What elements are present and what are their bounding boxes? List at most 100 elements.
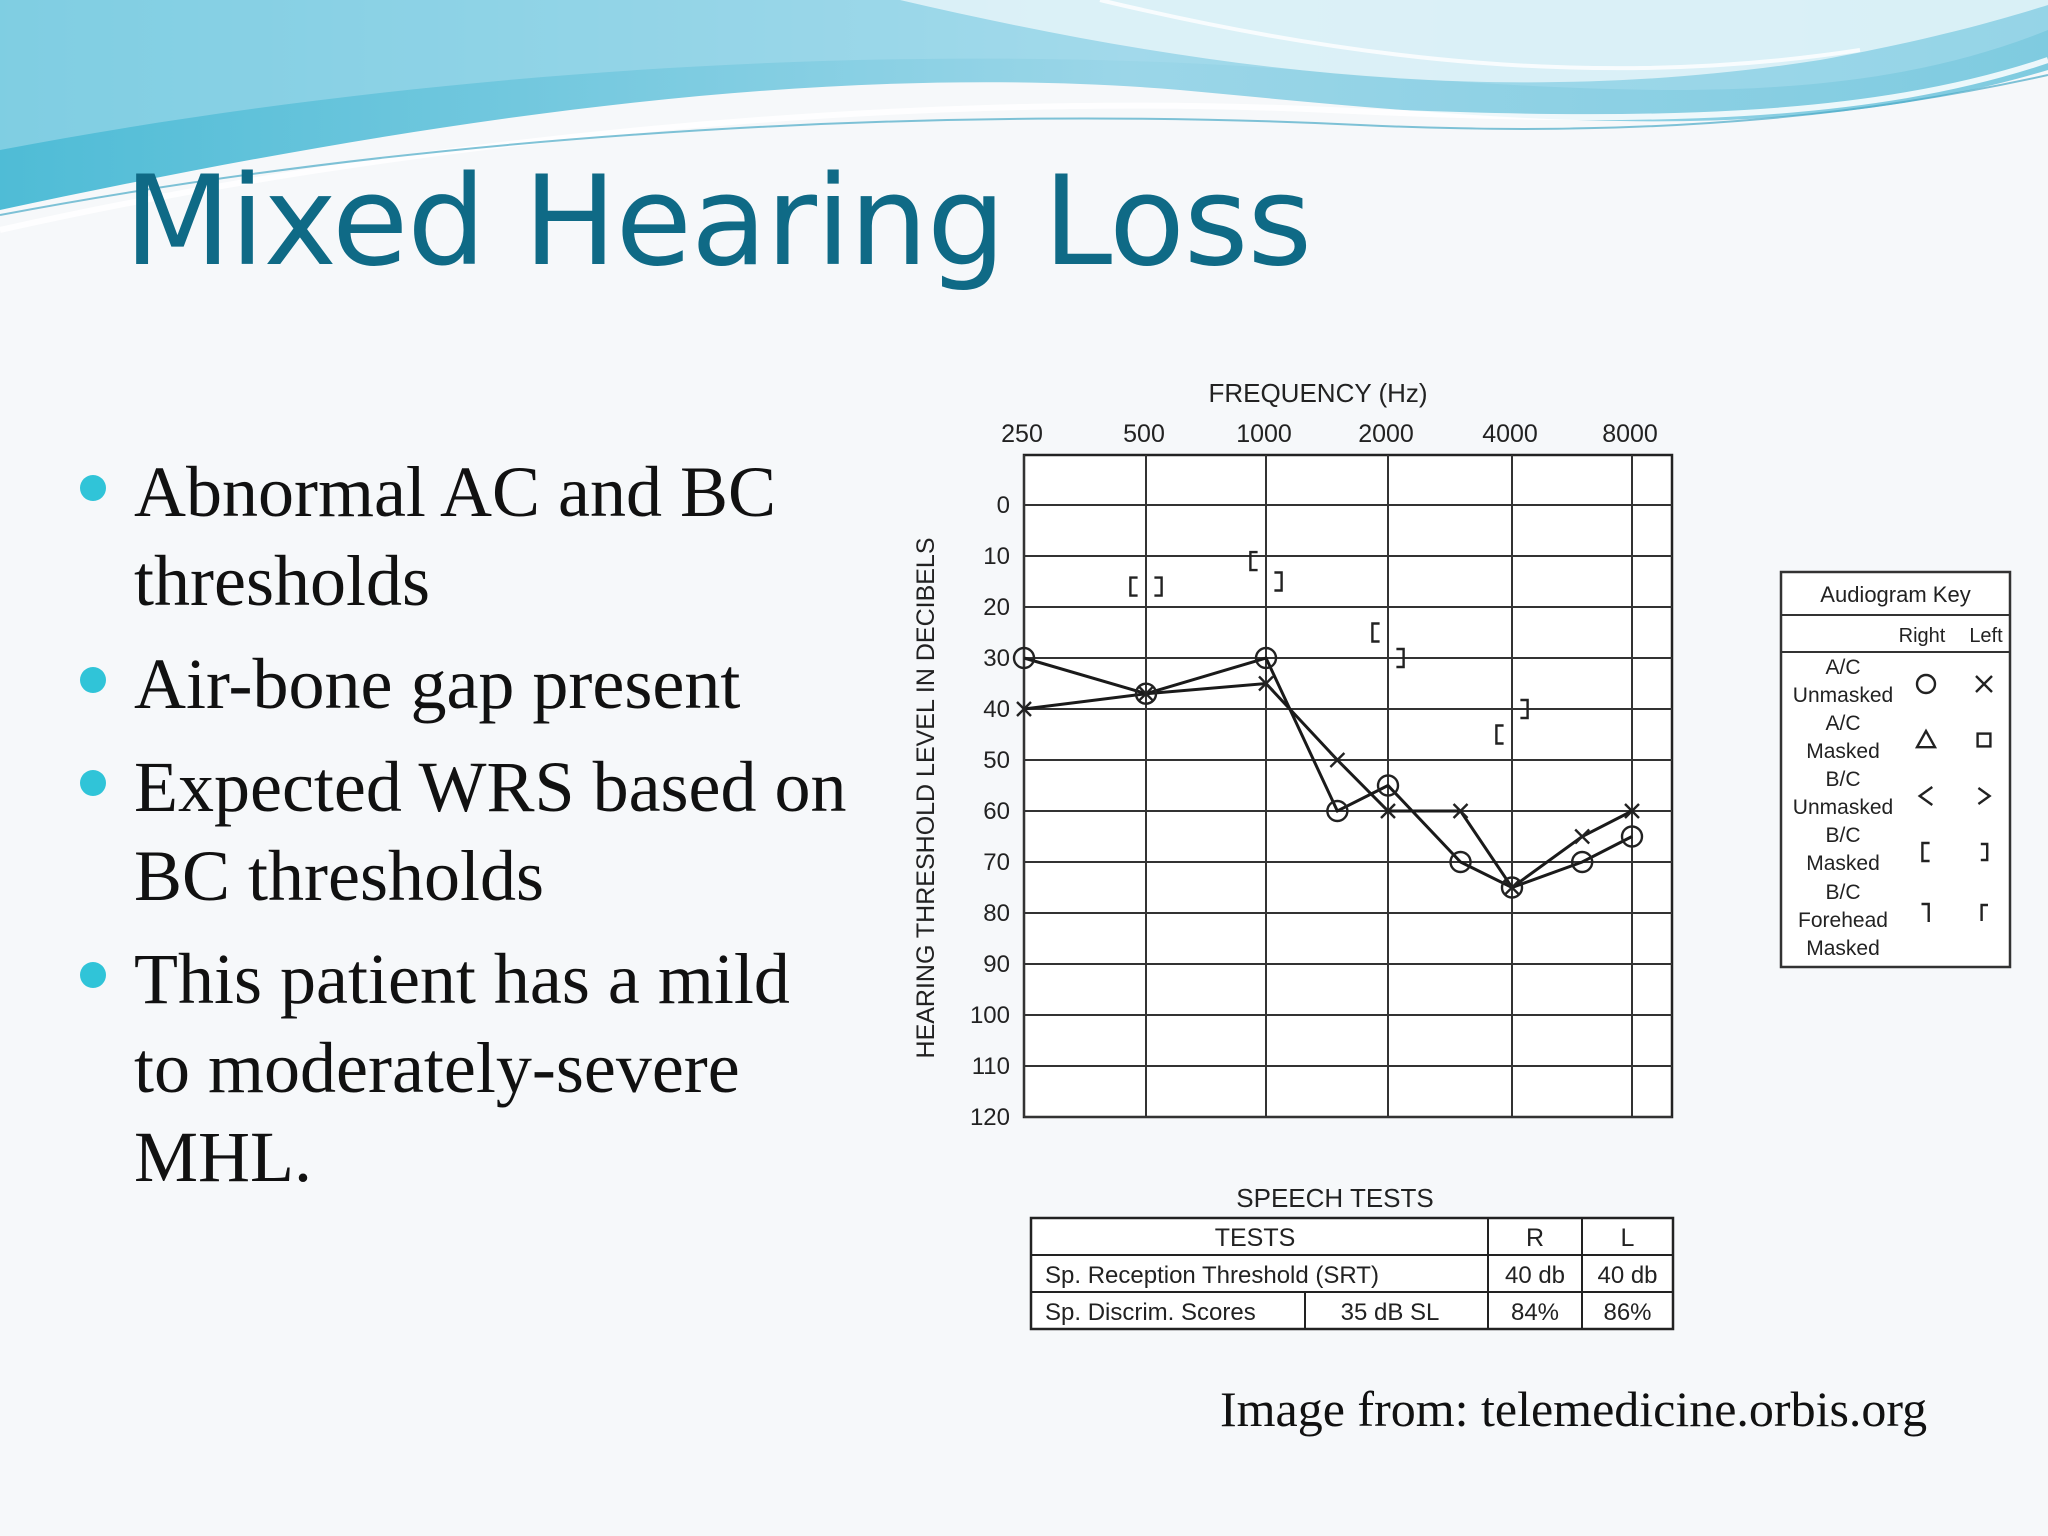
legend-row-label: B/C (1825, 768, 1860, 791)
data-point-bracket-right (1274, 571, 1283, 592)
data-point-x (1016, 701, 1032, 717)
data-point-circle (1500, 876, 1524, 899)
legend-symbol-left (1980, 842, 1989, 862)
right-bracket-icon (1274, 571, 1283, 592)
right-bracket-icon (1980, 842, 1989, 862)
series-line-right (1023, 656, 1633, 890)
speech-header-l: L (1621, 1224, 1635, 1252)
legend-title: Audiogram Key (1820, 582, 1970, 607)
x-axis-title: FREQUENCY (Hz) (1208, 378, 1427, 408)
data-point-bracket-left (1129, 576, 1138, 597)
data-point-bracket-right (1520, 698, 1529, 720)
circle-icon (1500, 876, 1524, 899)
triangle-icon (1914, 728, 1938, 749)
left-bracket-icon (1371, 622, 1380, 643)
y-tick-label: 100 (970, 1002, 1010, 1029)
legend-symbol-right (1917, 786, 1933, 806)
x-tick-label: 2000 (1358, 420, 1414, 448)
right-bracket-icon (1396, 647, 1405, 669)
speech-row-test: Sp. Discrim. Scores (1045, 1299, 1256, 1326)
speech-header-r: R (1526, 1224, 1544, 1252)
bullet-text: This patient has a mild to moderately-se… (134, 939, 790, 1197)
data-point-x (1329, 752, 1346, 768)
bullet-dot-icon (80, 667, 106, 693)
audiogram-plot: 250 500 1000 2000 4000 8000 0 10 20 30 40 50 60 70 80 9… (970, 420, 1674, 1131)
circle-icon (1570, 850, 1594, 874)
legend-row-label: A/C (1825, 656, 1860, 679)
x-icon (1380, 803, 1396, 819)
data-point-x (1624, 803, 1640, 819)
data-point-bracket-left (1249, 550, 1258, 572)
data-point-x (1504, 879, 1520, 896)
legend-row-label: Unmasked (1793, 796, 1893, 819)
legend-row-label: B/C (1825, 824, 1860, 847)
circle-icon (1915, 673, 1937, 695)
y-tick-label: 50 (983, 747, 1010, 774)
x-tick-label: 8000 (1602, 420, 1658, 448)
legend-row-label: B/C (1825, 881, 1860, 904)
left-bracket-icon (1249, 550, 1258, 572)
legend-col-right: Right (1899, 625, 1946, 647)
y-tick-label: 30 (983, 645, 1010, 672)
legend-symbol-left (1975, 675, 1993, 693)
data-point-circle (1012, 646, 1036, 670)
bullet-item: This patient has a mild to moderately-se… (74, 935, 854, 1202)
legend-row-label: A/C (1825, 712, 1860, 735)
circle-icon (1254, 646, 1278, 670)
left-bracket-icon (1921, 841, 1930, 863)
image-credit: Image from: telemedicine.orbis.org (1220, 1381, 1928, 1437)
speech-row-test: Sp. Reception Threshold (SRT) (1045, 1262, 1379, 1289)
legend-row-label: Masked (1806, 852, 1880, 875)
speech-header-tests: TESTS (1215, 1224, 1296, 1252)
bullet-text: Abnormal AC and BC thresholds (134, 452, 776, 621)
header-wave-banner (0, 0, 2048, 233)
legend-row-label: Forehead (1798, 909, 1888, 932)
circle-icon (1620, 825, 1644, 848)
data-point-bracket-left (1371, 622, 1380, 643)
legend-row-label: Masked (1806, 937, 1880, 960)
x-tick-label: 4000 (1482, 420, 1538, 448)
speech-tests-table: SPEECH TESTS TESTS R L Sp. Reception Thresho… (1029, 1183, 1675, 1331)
data-point-x (1574, 828, 1591, 845)
data-point-circle (1449, 850, 1472, 874)
y-axis-title: HEARING THRESHOLD LEVEL IN DECIBELS (912, 538, 940, 1059)
data-point-circle (1254, 646, 1278, 670)
legend-frame (1779, 570, 2012, 969)
speech-row-l: 40 db (1597, 1262, 1657, 1289)
bullet-dot-icon (80, 475, 106, 501)
speech-row-r: 40 db (1505, 1262, 1565, 1289)
speech-row-level: 35 dB SL (1341, 1299, 1440, 1326)
right-bracket-icon (1520, 698, 1529, 720)
data-point-x (1452, 803, 1469, 819)
greater-than-icon (1977, 787, 1992, 805)
square-icon (1976, 732, 1992, 748)
bullet-item: Expected WRS based on BC thresholds (74, 743, 854, 921)
x-icon (1504, 879, 1520, 896)
data-point-x (1380, 803, 1396, 819)
legend-symbol-left (1976, 732, 1992, 748)
bullet-dot-icon (80, 770, 106, 796)
data-point-circle (1570, 850, 1594, 874)
y-tick-label: 110 (972, 1053, 1010, 1080)
less-than-icon (1917, 786, 1933, 806)
speech-table-frame (1029, 1216, 1675, 1331)
data-point-x (1138, 685, 1154, 702)
right-bracket-icon (1154, 576, 1163, 597)
x-icon (1329, 752, 1346, 768)
bullet-list: Abnormal AC and BC thresholds Air-bone g… (74, 448, 854, 1216)
circle-icon (1326, 799, 1349, 823)
forehead-left-icon (1980, 903, 1988, 921)
legend-symbol-right (1921, 841, 1930, 863)
left-bracket-icon (1495, 724, 1504, 745)
x-icon (1452, 803, 1469, 819)
y-tick-label: 90 (983, 951, 1010, 978)
y-tick-label: 10 (983, 543, 1010, 570)
circle-icon (1376, 774, 1400, 797)
slide-title: Mixed Hearing Loss (124, 150, 1312, 294)
legend-symbol-right (1921, 902, 1930, 922)
y-tick-label: 80 (983, 900, 1010, 927)
x-icon (1624, 803, 1640, 819)
legend-row-label: Unmasked (1793, 684, 1893, 707)
x-tick-label: 500 (1123, 420, 1165, 448)
